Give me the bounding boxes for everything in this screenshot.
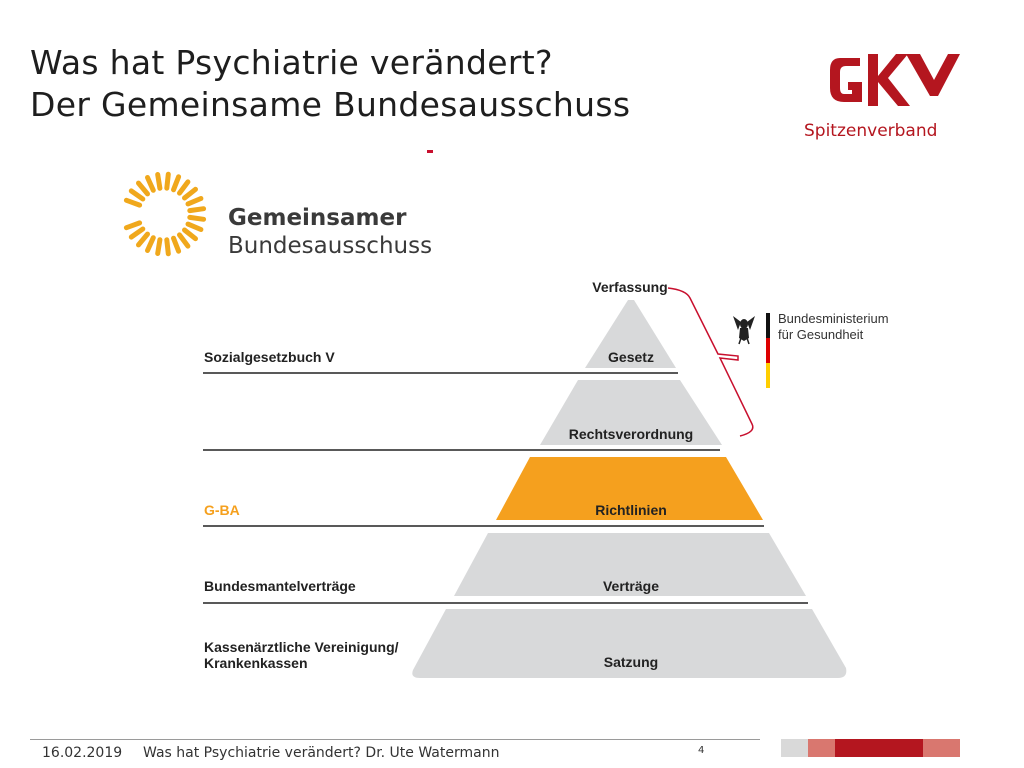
left-label-kv-line-1: Kassenärztliche Vereinigung/: [204, 639, 399, 655]
pyramid-tier-gesetz: [585, 300, 676, 368]
ministry-name-line-2: für Gesundheit: [778, 327, 864, 342]
sun-ray: [136, 180, 150, 197]
pyramid-tier-satzung: [412, 609, 847, 678]
footer-date: 16.02.2019: [42, 745, 123, 761]
tier-label-vertraege: Verträge: [603, 578, 659, 594]
sun-ray: [123, 220, 143, 231]
pyramid-tier-vertraege: [454, 533, 806, 596]
ministry-name-line-1: Bundesministerium: [778, 311, 889, 326]
sun-ray: [185, 221, 204, 232]
gba-logo-line-2: Bundesausschuss: [228, 233, 433, 259]
sun-ray: [128, 226, 146, 240]
slide-title-line-2: Der Gemeinsame Bundesausschuss: [30, 85, 631, 124]
flag-stripe-gold: [766, 363, 770, 388]
sun-ray: [164, 237, 171, 257]
clip-mark: [427, 150, 433, 153]
tier-label-rechtsverordnung: Rechtsverordnung: [569, 426, 693, 442]
federal-eagle-icon: [733, 316, 755, 345]
footer-deco-bar-light-red-2: [923, 739, 960, 757]
page-number: 4: [698, 745, 705, 756]
sun-ray: [182, 227, 198, 242]
footer-text: Was hat Psychiatrie verändert? Dr. Ute W…: [143, 745, 500, 761]
slide-title: Was hat Psychiatrie verändert? Der Gemei…: [30, 42, 630, 126]
gkv-logo: [830, 54, 960, 106]
gba-logo-line-1: Gemeinsamer: [228, 205, 407, 231]
sun-ray: [185, 196, 204, 207]
tier-label-richtlinien: Richtlinien: [595, 502, 667, 518]
pyramid-apex-label: Verfassung: [592, 279, 667, 295]
tier-label-satzung: Satzung: [604, 654, 658, 670]
left-label-gba: G-BA: [204, 502, 240, 518]
sun-ray: [171, 174, 182, 193]
gkv-logo-subtitle: Spitzenverband: [804, 121, 938, 141]
sun-ray: [136, 231, 150, 248]
sun-ray: [145, 235, 156, 253]
gba-logo-text: Gemeinsamer Bundesausschuss: [228, 204, 432, 260]
footer-divider: [30, 739, 760, 740]
gkv-logo-mark: [830, 54, 960, 106]
flag-stripe-red: [766, 338, 770, 363]
footer-deco-bar-red: [835, 739, 923, 757]
sun-ray: [145, 175, 156, 193]
pyramid-tier-rechtsverordnung: [540, 380, 722, 445]
left-label-kv-line-2: Krankenkassen: [204, 655, 308, 671]
sun-ray: [187, 206, 207, 214]
flag-stripe-black: [766, 313, 770, 338]
pyramid-tier-richtlinien: [496, 457, 763, 520]
tier-label-gesetz: Gesetz: [608, 349, 654, 365]
sun-ray: [164, 171, 171, 191]
footer-deco-bar-grey: [781, 739, 808, 757]
sun-ray: [155, 172, 163, 191]
ministry-bracket: [667, 287, 754, 437]
left-label-bundesmantelvertraege: Bundesmantelverträge: [204, 578, 356, 594]
slide-title-line-1: Was hat Psychiatrie verändert?: [30, 43, 553, 82]
sun-ray: [155, 237, 163, 256]
sun-icon: [123, 171, 207, 257]
sun-ray: [123, 197, 143, 208]
sun-ray: [171, 235, 182, 254]
sun-ray: [177, 179, 191, 196]
sun-ray: [187, 214, 207, 222]
sun-ray: [128, 188, 146, 202]
footer-deco-bar-light-red: [808, 739, 835, 757]
left-label-sozialgesetzbuch: Sozialgesetzbuch V: [204, 349, 335, 365]
sun-ray: [177, 232, 191, 249]
sun-ray: [182, 186, 198, 201]
